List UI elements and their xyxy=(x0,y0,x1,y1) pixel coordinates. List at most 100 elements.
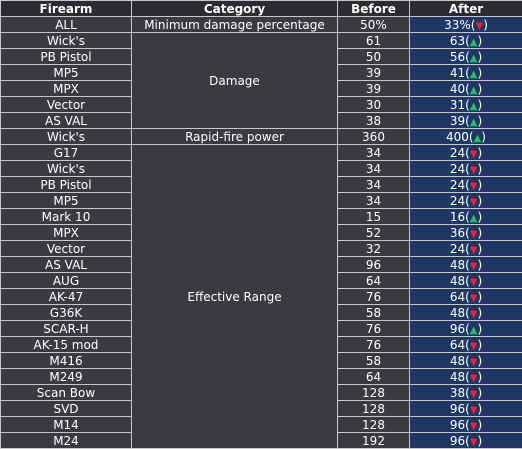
after-value-cell: 96(▼) xyxy=(409,432,522,449)
before-value-cell: 32 xyxy=(337,240,410,257)
table-row: MP5 39 41(▲) xyxy=(0,64,522,81)
decrease-arrow-icon: ▼ xyxy=(469,292,478,304)
before-value-cell: 34 xyxy=(337,192,410,209)
table-row: AK-47 76 64(▼) xyxy=(0,288,522,305)
increase-arrow-icon: ▲ xyxy=(469,116,478,128)
decrease-arrow-icon: ▼ xyxy=(469,356,478,368)
after-value: 64 xyxy=(449,289,466,304)
before-value-cell: 128 xyxy=(337,384,410,401)
table-row: AK-15 mod 76 64(▼) xyxy=(0,336,522,353)
firearm-cell: Vector xyxy=(0,240,132,257)
after-value: 41 xyxy=(449,65,466,80)
decrease-arrow-icon: ▼ xyxy=(469,372,478,384)
after-value: 96 xyxy=(449,321,466,336)
table-header-row: Firearm Category Before After xyxy=(0,0,522,17)
table-row: AS VAL 96 48(▼) xyxy=(0,256,522,273)
table-row: MPX 52 36(▼) xyxy=(0,224,522,241)
paren-open: ( xyxy=(465,257,470,272)
paren-open: ( xyxy=(465,321,470,336)
paren-close: ) xyxy=(477,369,483,384)
table-row: M24 192 96(▼) xyxy=(0,432,522,449)
firearm-cell: ALL xyxy=(0,16,132,33)
decrease-arrow-icon: ▼ xyxy=(469,228,478,240)
after-value-cell: 31(▲) xyxy=(409,96,522,113)
after-value-cell: 41(▲) xyxy=(409,64,522,81)
after-value: 96 xyxy=(449,401,466,416)
paren-open: ( xyxy=(465,273,470,288)
paren-open: ( xyxy=(465,65,470,80)
before-value-cell: 192 xyxy=(337,432,410,449)
paren-open: ( xyxy=(465,193,470,208)
table-row: M416 58 48(▼) xyxy=(0,352,522,369)
paren-close: ) xyxy=(477,225,483,240)
paren-open: ( xyxy=(465,289,470,304)
before-value-cell: 50 xyxy=(337,48,410,65)
table-body: ALL Minimum damage percentage 50% 33%(▼) Wic… xyxy=(0,16,522,449)
after-value: 48 xyxy=(449,273,466,288)
after-value: 31 xyxy=(449,97,466,112)
before-value-cell: 76 xyxy=(337,288,410,305)
after-value: 33% xyxy=(444,17,471,32)
decrease-arrow-icon: ▼ xyxy=(469,420,478,432)
after-value-cell: 56(▲) xyxy=(409,48,522,65)
table-row: MP5 34 24(▼) xyxy=(0,192,522,209)
firearm-cell: M24 xyxy=(0,432,132,449)
table-row: Scan Bow 128 38(▼) xyxy=(0,384,522,401)
paren-open: ( xyxy=(468,129,474,144)
paren-open: ( xyxy=(465,161,470,176)
before-value-cell: 76 xyxy=(337,336,410,353)
firearm-cell: MP5 xyxy=(0,192,132,209)
paren-open: ( xyxy=(465,225,470,240)
before-value-cell: 96 xyxy=(337,256,410,273)
decrease-arrow-icon: ▼ xyxy=(469,308,478,320)
firearm-cell: AS VAL xyxy=(0,256,132,273)
firearm-cell: M14 xyxy=(0,416,132,433)
before-value-cell: 128 xyxy=(337,400,410,417)
firearm-cell: AK-47 xyxy=(0,288,132,305)
after-value: 24 xyxy=(449,241,466,256)
after-value: 16 xyxy=(449,209,466,224)
firearm-cell: MP5 xyxy=(0,64,132,81)
after-value-cell: 96(▼) xyxy=(409,400,522,417)
table-row: G36K 58 48(▼) xyxy=(0,304,522,321)
table-row: Wick's 34 24(▼) xyxy=(0,160,522,177)
after-value: 38 xyxy=(449,385,466,400)
before-value-cell: 52 xyxy=(337,224,410,241)
before-value-cell: 58 xyxy=(337,352,410,369)
header-firearm: Firearm xyxy=(0,0,132,17)
paren-close: ) xyxy=(477,417,483,432)
after-value: 24 xyxy=(449,193,466,208)
after-value: 56 xyxy=(449,49,466,64)
paren-close: ) xyxy=(477,385,483,400)
before-value-cell: 38 xyxy=(337,112,410,129)
after-value: 48 xyxy=(449,353,466,368)
after-value: 48 xyxy=(449,305,466,320)
before-value-cell: 128 xyxy=(337,416,410,433)
after-value: 24 xyxy=(449,145,466,160)
increase-arrow-icon: ▲ xyxy=(469,52,478,64)
paren-close: ) xyxy=(477,33,483,48)
decrease-arrow-icon: ▼ xyxy=(469,260,478,272)
before-value-cell: 64 xyxy=(337,272,410,289)
before-value-cell: 30 xyxy=(337,96,410,113)
after-value-cell: 48(▼) xyxy=(409,352,522,369)
after-value: 40 xyxy=(449,81,466,96)
paren-close: ) xyxy=(477,321,483,336)
after-value: 24 xyxy=(449,161,466,176)
header-after: After xyxy=(409,0,522,17)
after-value-cell: 48(▼) xyxy=(409,256,522,273)
decrease-arrow-icon: ▼ xyxy=(469,436,478,448)
paren-open: ( xyxy=(465,49,470,64)
decrease-arrow-icon: ▼ xyxy=(469,388,478,400)
paren-close: ) xyxy=(477,273,483,288)
firearm-cell: M416 xyxy=(0,352,132,369)
before-value-cell: 15 xyxy=(337,208,410,225)
firearm-cell: PB Pistol xyxy=(0,176,132,193)
after-value-cell: 40(▲) xyxy=(409,80,522,97)
paren-close: ) xyxy=(477,209,483,224)
before-value-cell: 58 xyxy=(337,304,410,321)
paren-open: ( xyxy=(465,81,470,96)
paren-close: ) xyxy=(477,289,483,304)
paren-open: ( xyxy=(465,97,470,112)
paren-close: ) xyxy=(477,113,483,128)
